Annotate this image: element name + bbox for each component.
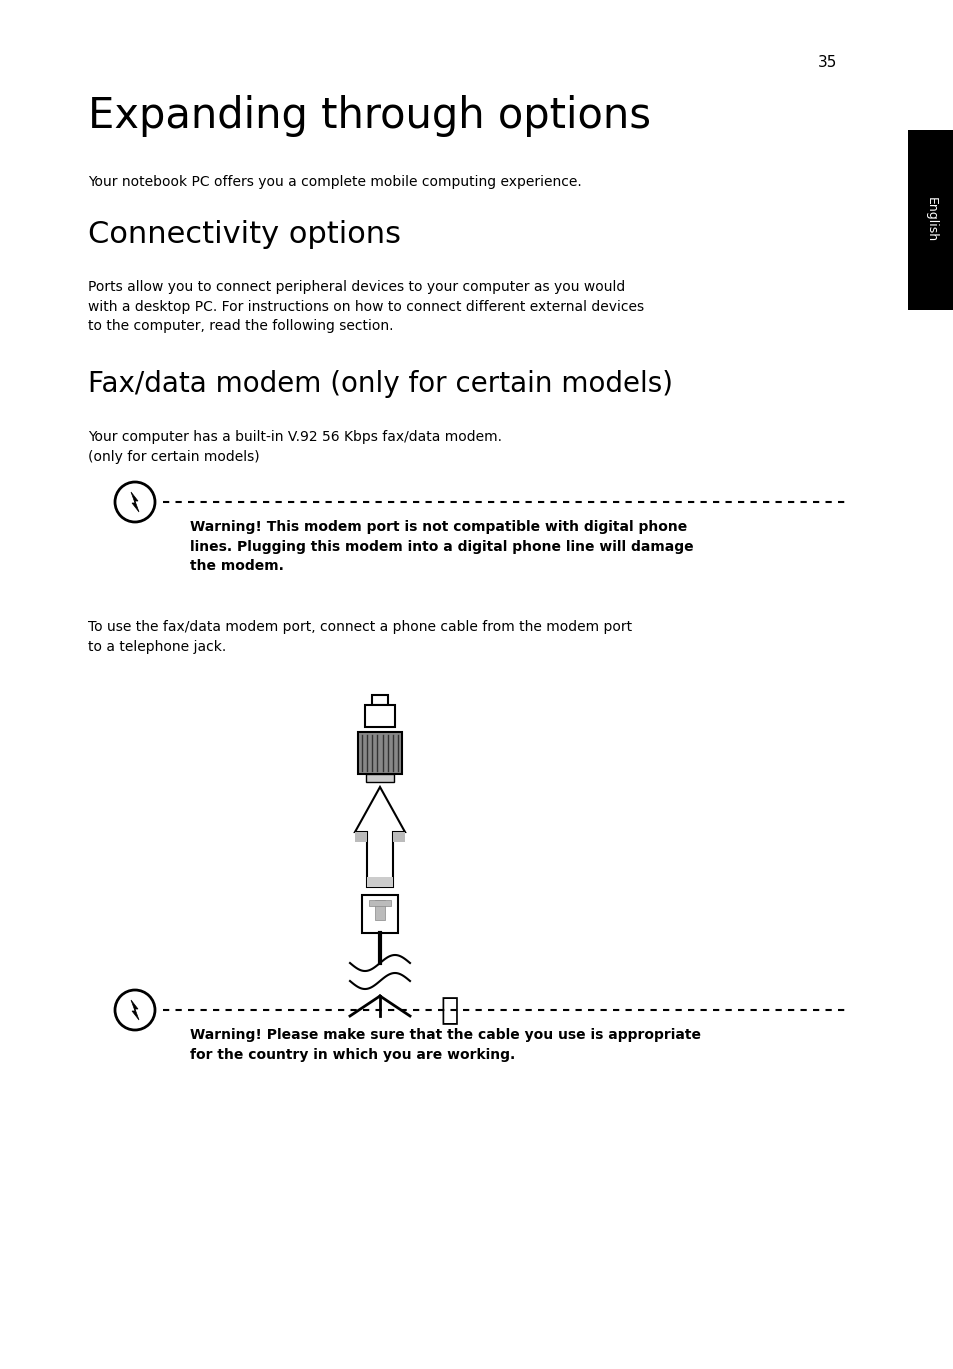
Polygon shape [131,999,139,1020]
Text: 35: 35 [818,55,837,70]
Bar [367,878,393,887]
Polygon shape [372,695,388,705]
Bar [366,773,394,782]
Bar [393,832,405,842]
Polygon shape [131,491,139,512]
Bar [375,899,385,920]
Text: To use the fax/data modem port, connect a phone cable from the modem port
to a t: To use the fax/data modem port, connect … [88,620,632,653]
Text: Warning! Please make sure that the cable you use is appropriate
for the country : Warning! Please make sure that the cable… [190,1028,700,1061]
Bar [907,130,953,309]
Bar [365,705,395,727]
Bar [361,895,397,934]
Bar [369,899,391,906]
Text: Ports allow you to connect peripheral devices to your computer as you would
with: Ports allow you to connect peripheral de… [88,281,643,333]
Text: Warning! This modem port is not compatible with digital phone
lines. Plugging th: Warning! This modem port is not compatib… [190,520,693,574]
Bar [355,832,367,842]
Text: Fax/data modem (only for certain models): Fax/data modem (only for certain models) [88,370,672,398]
Text: Expanding through options: Expanding through options [88,94,650,137]
Text: Your notebook PC offers you a complete mobile computing experience.: Your notebook PC offers you a complete m… [88,175,581,189]
Bar [357,732,401,773]
Text: Connectivity options: Connectivity options [88,220,400,249]
Text: Your computer has a built-in V.92 56 Kbps fax/data modem.
(only for certain mode: Your computer has a built-in V.92 56 Kbp… [88,430,501,464]
Text: English: English [923,197,937,242]
Text: 📞: 📞 [440,997,458,1025]
Polygon shape [355,787,405,887]
